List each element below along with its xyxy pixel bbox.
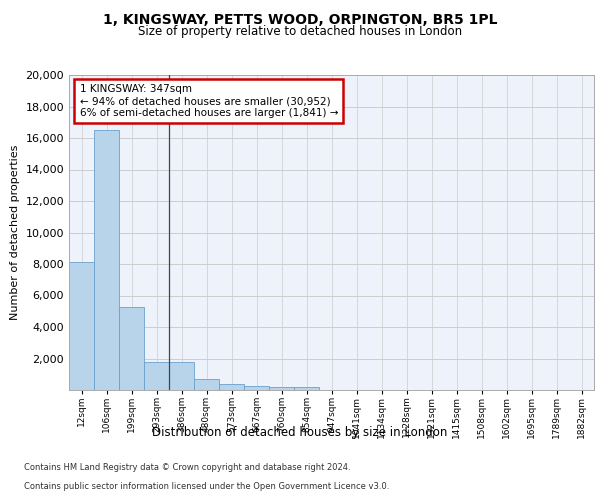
Bar	[169, 362, 194, 390]
Text: 1 KINGSWAY: 347sqm
← 94% of detached houses are smaller (30,952)
6% of semi-deta: 1 KINGSWAY: 347sqm ← 94% of detached hou…	[79, 84, 338, 117]
Text: Contains HM Land Registry data © Crown copyright and database right 2024.: Contains HM Land Registry data © Crown c…	[24, 464, 350, 472]
Bar	[69, 262, 94, 390]
Text: Size of property relative to detached houses in London: Size of property relative to detached ho…	[138, 25, 462, 38]
Bar	[219, 384, 244, 390]
Text: Contains public sector information licensed under the Open Government Licence v3: Contains public sector information licen…	[24, 482, 389, 491]
Bar	[244, 386, 269, 390]
Bar	[294, 387, 319, 390]
Text: Distribution of detached houses by size in London: Distribution of detached houses by size …	[152, 426, 448, 439]
Bar	[194, 379, 219, 390]
Bar	[144, 362, 169, 390]
Y-axis label: Number of detached properties: Number of detached properties	[10, 145, 20, 320]
Bar	[269, 386, 294, 390]
Bar	[119, 306, 144, 390]
Text: 1, KINGSWAY, PETTS WOOD, ORPINGTON, BR5 1PL: 1, KINGSWAY, PETTS WOOD, ORPINGTON, BR5 …	[103, 12, 497, 26]
Bar	[94, 130, 119, 390]
